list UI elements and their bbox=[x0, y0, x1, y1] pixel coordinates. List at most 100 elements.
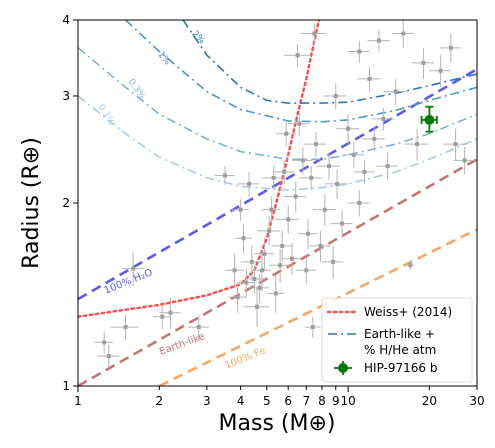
planet-point bbox=[275, 205, 300, 234]
planet-point bbox=[284, 44, 310, 67]
planet-point bbox=[443, 128, 467, 161]
axis-ticks: 1 2 3 4 5 6 7 8 9 10 20 30 1 2 3 4 bbox=[62, 13, 484, 408]
curve-earth-like bbox=[78, 158, 477, 386]
planet-point bbox=[271, 230, 293, 262]
point-marker bbox=[252, 276, 257, 281]
planet-point bbox=[110, 314, 139, 341]
planet-point bbox=[317, 152, 340, 181]
x-tick-label: 8 bbox=[318, 394, 326, 408]
planet-point bbox=[94, 331, 114, 354]
planet-point bbox=[376, 152, 399, 181]
point-marker bbox=[267, 228, 272, 233]
point-marker bbox=[327, 164, 332, 169]
x-tick-label: 7 bbox=[302, 394, 310, 408]
planet-point bbox=[453, 147, 476, 175]
planet-point bbox=[299, 166, 322, 191]
planet-point bbox=[335, 114, 360, 145]
legend-entry-earth-like-h-he-atm: Earth-like + % H/He atm bbox=[328, 327, 436, 357]
planet-point bbox=[214, 166, 235, 186]
point-marker bbox=[286, 217, 291, 222]
planet-point bbox=[295, 257, 316, 285]
x-tick-label: 5 bbox=[263, 394, 271, 408]
curve-0-1 bbox=[78, 95, 477, 191]
x-tick-label: 4 bbox=[237, 394, 245, 408]
point-marker bbox=[385, 164, 390, 169]
point-marker bbox=[309, 175, 314, 180]
point-marker bbox=[305, 231, 310, 236]
planet-point bbox=[224, 253, 244, 288]
point-marker bbox=[106, 354, 111, 359]
point-marker bbox=[351, 152, 356, 157]
point-marker bbox=[310, 325, 315, 330]
legend-label: HIP-97166 b bbox=[364, 361, 437, 375]
planet-point bbox=[275, 121, 296, 147]
planet-point bbox=[257, 216, 281, 246]
planet-point bbox=[429, 55, 451, 88]
planet-point bbox=[304, 131, 327, 158]
y-axis-label: Radius (R⊕) bbox=[19, 137, 44, 269]
point-marker bbox=[346, 126, 351, 131]
planet-point bbox=[362, 126, 386, 152]
curve-100-fe bbox=[158, 228, 477, 386]
planet-point bbox=[342, 141, 365, 169]
point-marker bbox=[102, 340, 107, 345]
x-axis-label: Mass (M⊕) bbox=[219, 411, 336, 436]
point-marker bbox=[257, 285, 262, 290]
x-tick-label: 6 bbox=[284, 394, 292, 408]
planet-point bbox=[159, 297, 181, 330]
point-marker bbox=[280, 243, 285, 248]
x-tick-label: 1 bbox=[74, 394, 82, 408]
planet-point bbox=[357, 66, 381, 92]
point-marker bbox=[249, 259, 254, 264]
point-marker bbox=[312, 31, 317, 36]
point-marker bbox=[196, 325, 201, 330]
point-marker bbox=[300, 158, 305, 163]
y-tick-label: 2 bbox=[62, 196, 70, 210]
x-tick-label: 20 bbox=[422, 394, 437, 408]
point-marker bbox=[247, 181, 252, 186]
planet-point bbox=[249, 273, 270, 303]
point-marker bbox=[232, 268, 237, 273]
planet-point bbox=[237, 268, 255, 298]
point-marker bbox=[376, 38, 381, 43]
point-marker bbox=[297, 121, 302, 126]
planet-point bbox=[312, 193, 336, 227]
legend-marker bbox=[338, 363, 348, 373]
point-marker bbox=[123, 325, 128, 330]
point-marker bbox=[401, 31, 406, 36]
x-tick-label: 2 bbox=[155, 394, 163, 408]
planet-point bbox=[231, 199, 250, 221]
curve-2 bbox=[182, 20, 477, 104]
legend-label: Weiss+ (2014) bbox=[364, 305, 452, 319]
planet-point bbox=[309, 230, 331, 262]
curve-label-1: 1% bbox=[155, 50, 172, 68]
planet-point bbox=[284, 181, 307, 213]
curve-1 bbox=[125, 20, 477, 123]
point-marker bbox=[255, 304, 260, 309]
planet-point bbox=[411, 47, 435, 79]
planet-point bbox=[262, 166, 285, 191]
curve-100-h-o bbox=[78, 68, 477, 301]
legend: Weiss+ (2014) Earth-like + % H/He atm HIP-9… bbox=[321, 297, 473, 383]
point-marker bbox=[438, 68, 443, 73]
planet-point bbox=[243, 287, 270, 328]
point-marker bbox=[421, 60, 426, 65]
planet-point bbox=[391, 20, 414, 48]
planet-point bbox=[304, 316, 321, 338]
point-marker bbox=[333, 93, 338, 98]
point-marker bbox=[238, 207, 243, 212]
point-marker bbox=[293, 194, 298, 199]
planet-point bbox=[330, 209, 353, 239]
point-marker bbox=[260, 268, 265, 273]
planet-point bbox=[97, 344, 120, 369]
planet-point bbox=[439, 33, 462, 63]
planet-point bbox=[228, 282, 247, 313]
point-marker bbox=[335, 181, 340, 186]
planet-point bbox=[348, 40, 370, 63]
point-marker bbox=[222, 173, 227, 178]
point-marker bbox=[313, 142, 318, 147]
point-marker bbox=[453, 142, 458, 147]
target-planet bbox=[420, 105, 438, 133]
